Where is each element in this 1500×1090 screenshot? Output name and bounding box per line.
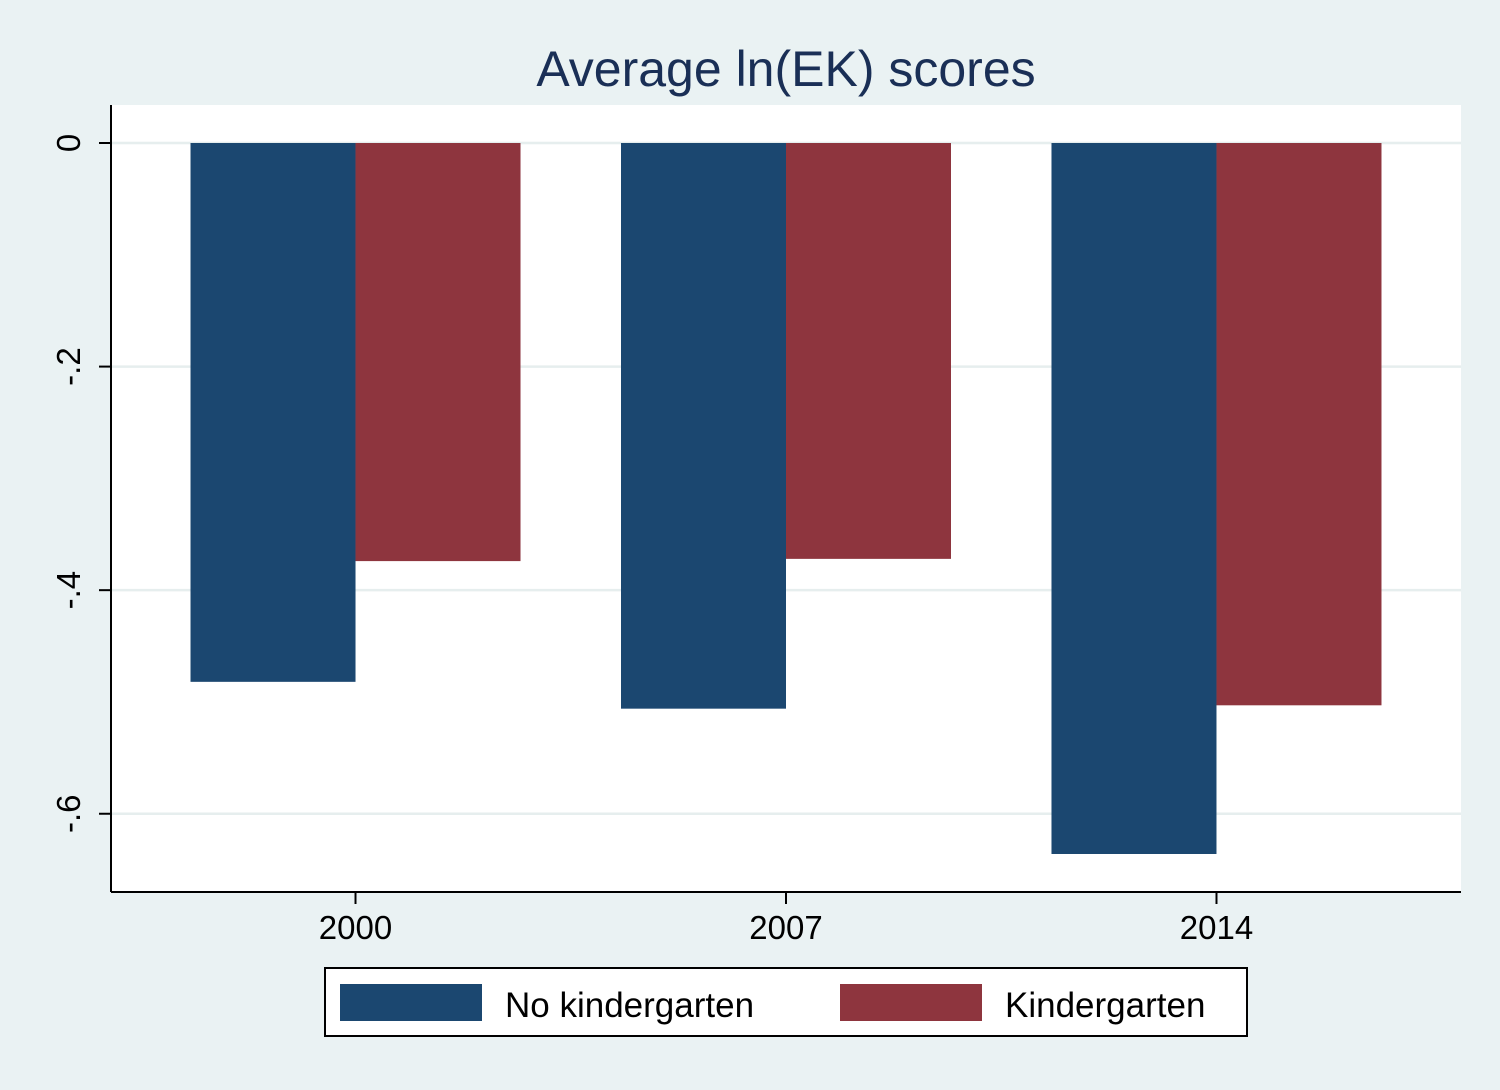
x-axis-ticks: 2000 2007 2014: [319, 892, 1253, 946]
bar-no-kindergarten-2014: [1051, 143, 1217, 854]
y-axis-ticks: 0 -.2 -.4 -.6: [50, 134, 111, 833]
x-tick-label: 2007: [749, 909, 822, 946]
legend: No kindergarten Kindergarten: [324, 967, 1248, 1037]
legend-swatch-no-kindergarten: [340, 984, 482, 1021]
x-tick-label: 2014: [1180, 909, 1253, 946]
bar-kindergarten-2000: [355, 143, 521, 562]
y-tick-label: 0: [50, 134, 87, 152]
legend-label-no-kindergarten: No kindergarten: [505, 986, 754, 1025]
bar-kindergarten-2007: [786, 143, 951, 559]
x-tick-label: 2000: [319, 909, 392, 946]
y-tick-label: -.4: [50, 571, 87, 610]
bars: [190, 143, 1382, 854]
bar-no-kindergarten-2007: [621, 143, 786, 709]
y-tick-label: -.2: [50, 347, 87, 386]
chart-title: Average ln(EK) scores: [536, 41, 1035, 97]
legend-swatch-kindergarten: [840, 984, 982, 1021]
y-tick-label: -.6: [50, 794, 87, 833]
bar-kindergarten-2014: [1216, 143, 1382, 706]
legend-label-kindergarten: Kindergarten: [1005, 986, 1205, 1025]
bar-no-kindergarten-2000: [190, 143, 356, 682]
